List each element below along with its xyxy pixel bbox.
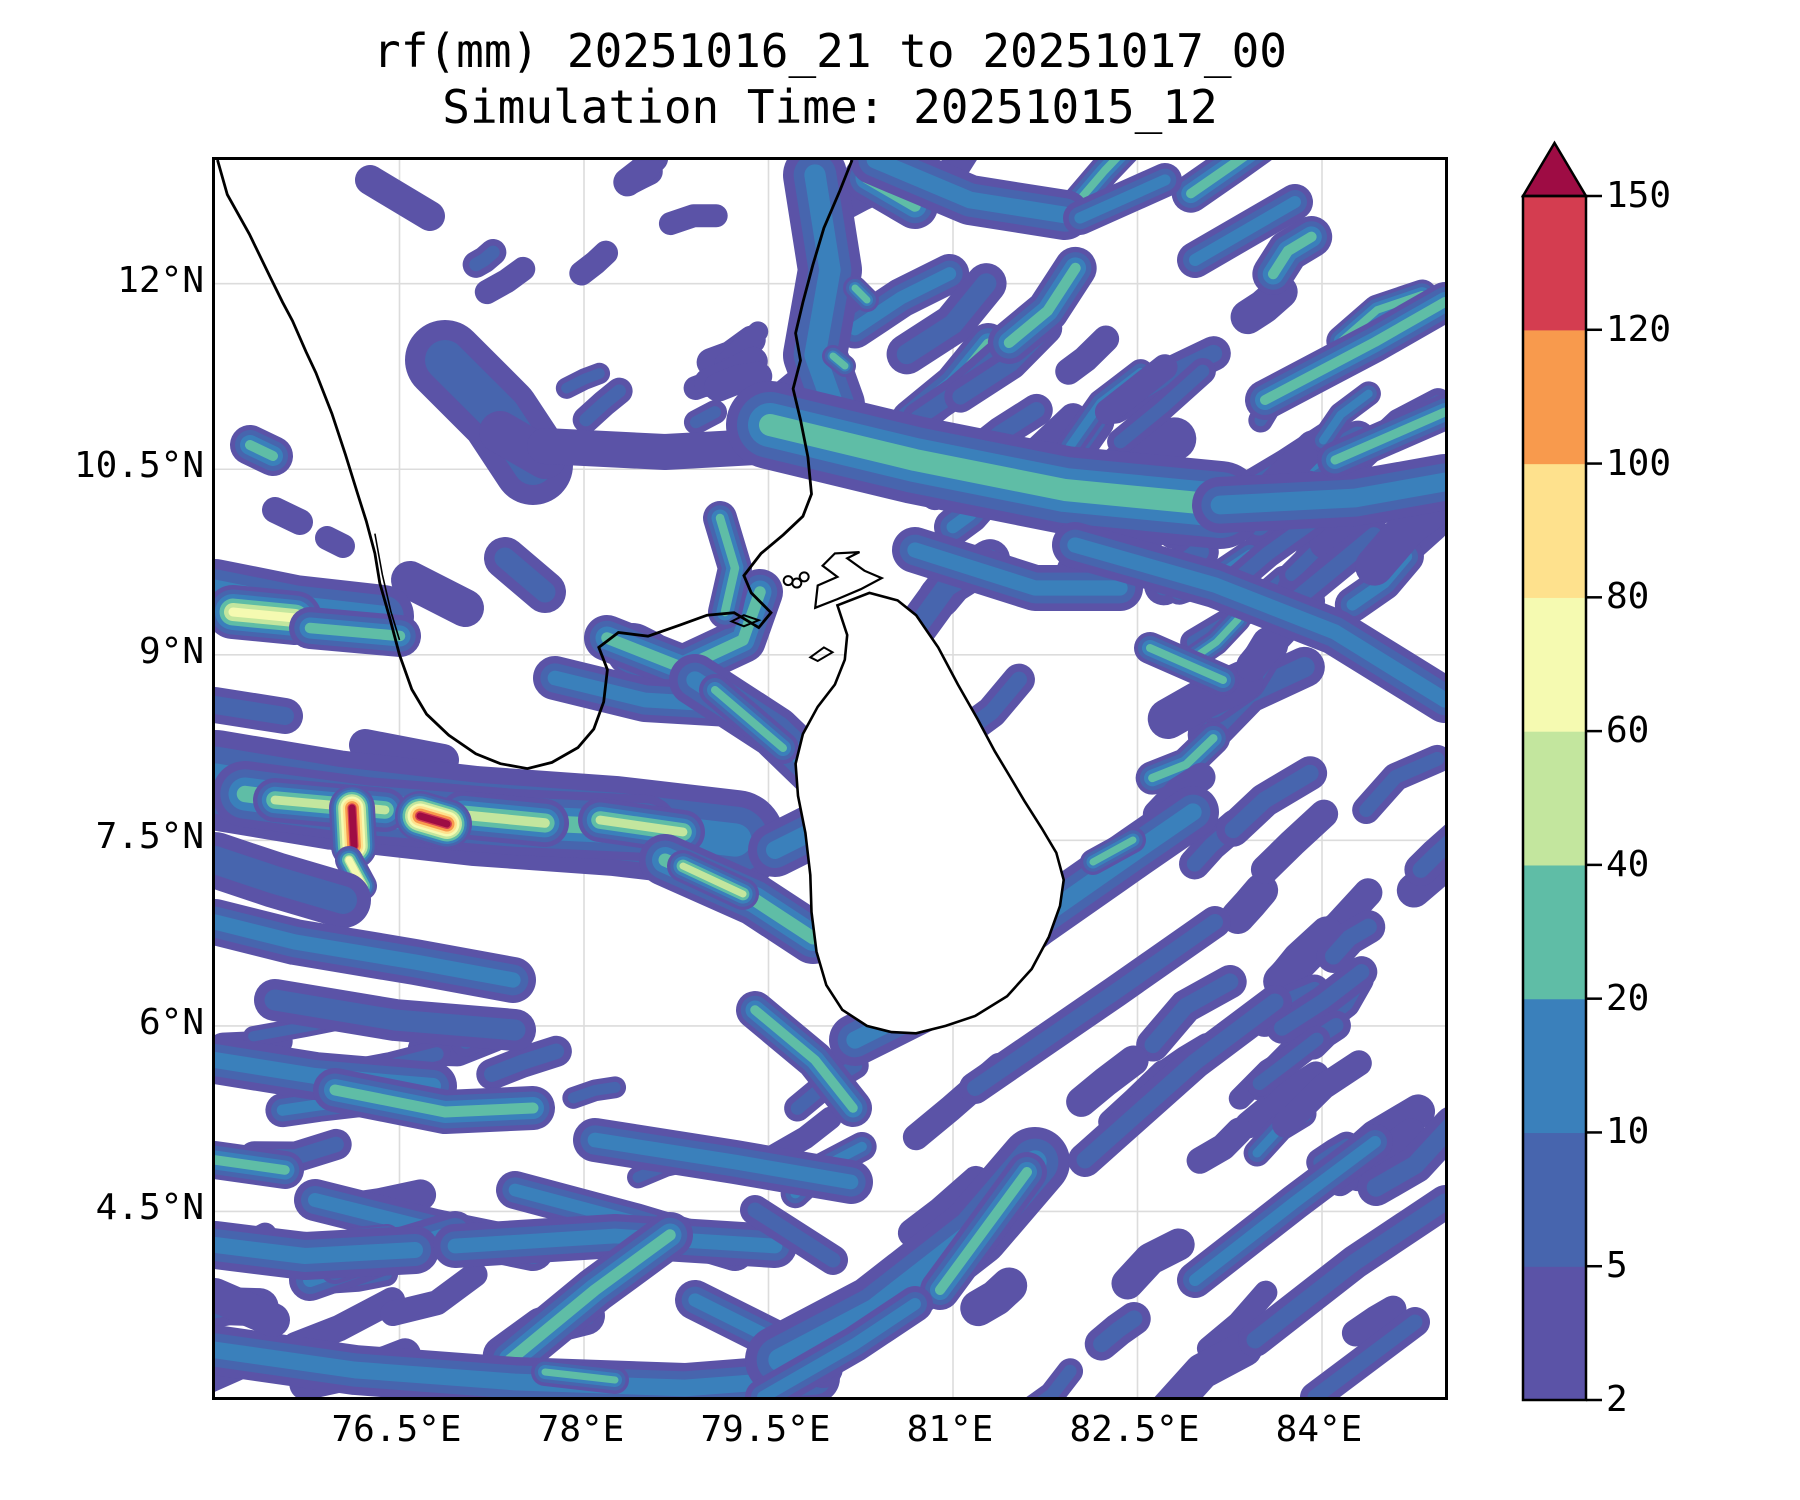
colorbar-tick-label: 80 (1606, 576, 1650, 618)
rainfall-contour-map (215, 160, 1445, 1397)
colorbar-tick-label: 20 (1606, 977, 1650, 1019)
colorbar-tick-label: 60 (1606, 710, 1650, 752)
x-tick-label: 84°E (1275, 1409, 1363, 1450)
x-tick-label: 79.5°E (700, 1409, 831, 1450)
plot-title: rf(mm) 20251016_21 to 20251017_00 (373, 24, 1287, 78)
colorbar-tick-label: 5 (1606, 1245, 1628, 1287)
plot-subtitle: Simulation Time: 20251015_12 (442, 80, 1218, 134)
y-tick-label: 12°N (117, 259, 204, 301)
y-tick-label: 7.5°N (95, 816, 204, 858)
x-tick-label: 76.5°E (331, 1409, 462, 1450)
y-tick-label: 10.5°N (73, 445, 204, 487)
colorbar-tick-label: 40 (1606, 843, 1650, 885)
colorbar-tick-label: 120 (1606, 308, 1672, 350)
colorbar-tick-label: 100 (1606, 442, 1672, 484)
y-tick-label: 4.5°N (95, 1187, 204, 1229)
x-tick-label: 81°E (906, 1409, 994, 1450)
x-tick-label: 78°E (537, 1409, 625, 1450)
y-tick-label: 9°N (138, 630, 204, 672)
colorbar-tick-label: 10 (1606, 1111, 1650, 1153)
y-tick-label: 6°N (138, 1001, 204, 1043)
colorbar (1520, 140, 1602, 1402)
colorbar-tick-label: 2 (1606, 1379, 1628, 1420)
x-tick-label: 82.5°E (1069, 1409, 1200, 1450)
map-area (212, 157, 1448, 1400)
colorbar-tick-label: 150 (1606, 175, 1672, 216)
